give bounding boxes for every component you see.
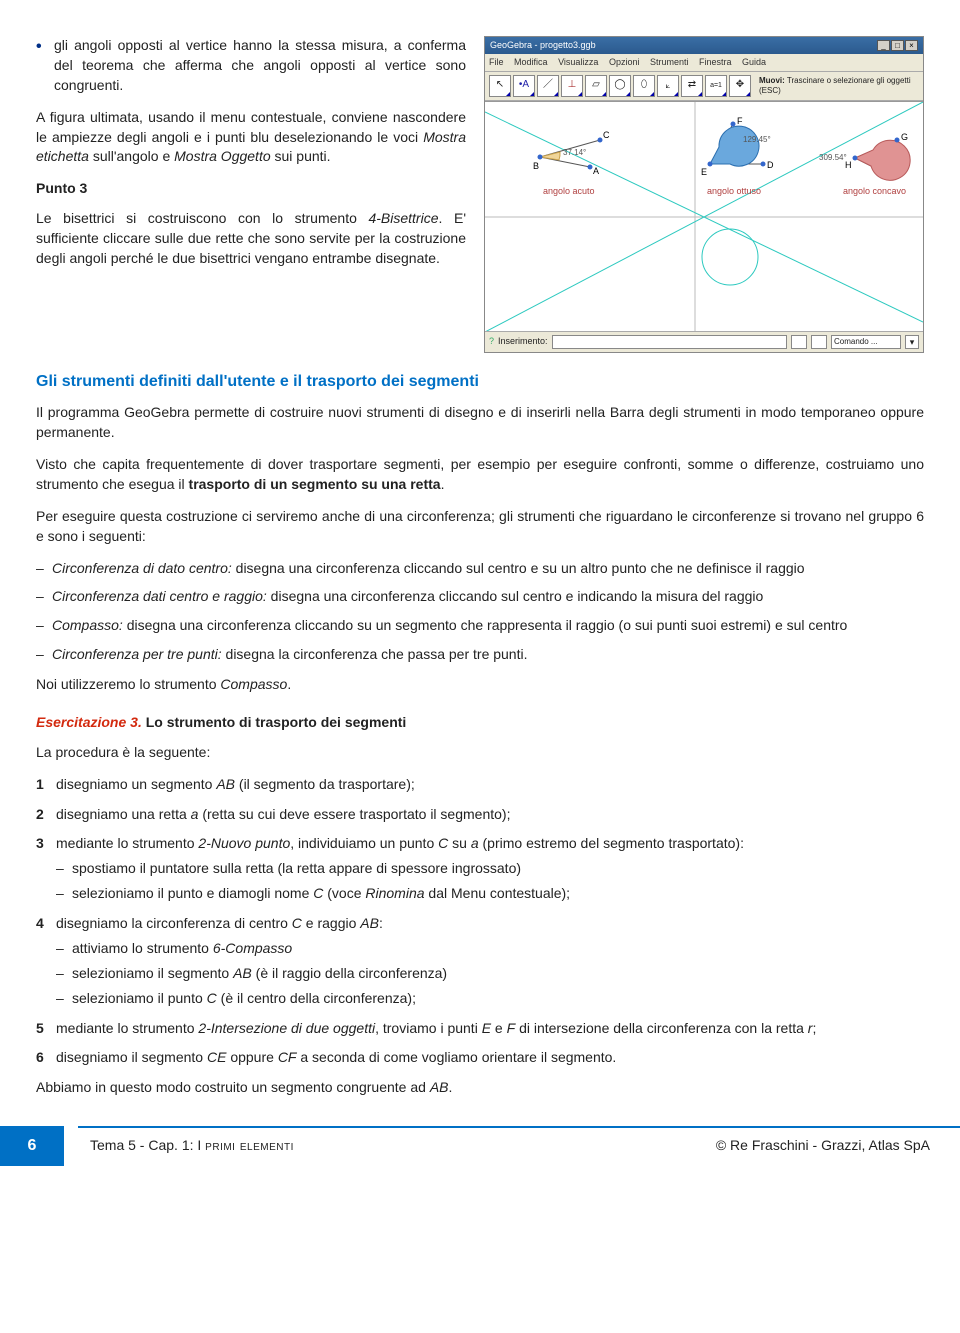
geogebra-inputbar[interactable]: ? Inserimento: Comando ... ▾	[485, 331, 923, 352]
tool-hint: Muovi: Trascinare o selezionare gli ogge…	[753, 76, 919, 94]
dropdown-arrow-icon[interactable]: ▾	[905, 335, 919, 349]
tool-line[interactable]: ／	[537, 75, 559, 97]
tool-reflect[interactable]: ⇄	[681, 75, 703, 97]
geogebra-toolbar[interactable]: ↖ •A ／ ⊥ ▱ ◯ ⬯ ⟀ ⇄ a=1 ✥ Muovi: Trascina…	[485, 72, 923, 101]
para-punto3: Le bisettrici si costruiscono con lo str…	[36, 209, 466, 269]
tool-point[interactable]: •A	[513, 75, 535, 97]
circle-tools-list: Circonferenza di dato centro: disegna un…	[36, 559, 924, 666]
window-buttons[interactable]: _□×	[876, 39, 918, 52]
bullet-congruent: gli angoli opposti al vertice hanno la s…	[36, 36, 466, 96]
minimize-icon[interactable]: _	[877, 40, 890, 51]
tool-perp[interactable]: ⊥	[561, 75, 583, 97]
menu-finestra[interactable]: Finestra	[699, 57, 732, 67]
svg-text:angolo acuto: angolo acuto	[543, 186, 595, 196]
step-5: 5mediante lo strumento 2-Intersezione di…	[36, 1019, 924, 1039]
tool-text[interactable]: a=1	[705, 75, 727, 97]
dash-dato-centro: Circonferenza di dato centro: disegna un…	[36, 559, 924, 579]
procedure-list: 1disegniamo un segmento AB (il segmento …	[36, 775, 924, 1069]
svg-text:D: D	[767, 160, 774, 170]
section-title: Gli strumenti definiti dall'utente e il …	[36, 371, 924, 394]
step-1: 1disegniamo un segmento AB (il segmento …	[36, 775, 924, 795]
section-p3: Per eseguire questa costruzione ci servi…	[36, 507, 924, 547]
menu-strumenti[interactable]: Strumenti	[650, 57, 689, 67]
geogebra-canvas[interactable]: B C A 37.14° angolo acuto E D F 129.45°	[485, 101, 923, 331]
menu-file[interactable]: File	[489, 57, 504, 67]
menu-modifica[interactable]: Modifica	[514, 57, 548, 67]
svg-text:37.14°: 37.14°	[563, 148, 586, 157]
input-help-icon[interactable]: ?	[489, 335, 494, 348]
svg-text:B: B	[533, 161, 539, 171]
esercitazione-heading: Esercitazione 3. Lo strumento di traspor…	[36, 713, 924, 733]
tool-polygon[interactable]: ▱	[585, 75, 607, 97]
svg-text:G: G	[901, 132, 908, 142]
eserc-lead: La procedura è la seguente:	[36, 743, 924, 763]
geogebra-title-text: GeoGebra - progetto3.ggb	[490, 39, 596, 52]
tool-angle[interactable]: ⟀	[657, 75, 679, 97]
svg-text:angolo concavo: angolo concavo	[843, 186, 906, 196]
svg-text:F: F	[737, 116, 743, 126]
section-p2: Visto che capita frequentemente di dover…	[36, 455, 924, 495]
para-menu-contestuale: A figura ultimata, usando il menu contes…	[36, 108, 466, 168]
geogebra-titlebar: GeoGebra - progetto3.ggb _□×	[485, 37, 923, 54]
close-icon[interactable]: ×	[905, 40, 918, 51]
input-alpha[interactable]	[811, 335, 827, 349]
geogebra-menubar[interactable]: File Modifica Visualizza Opzioni Strumen…	[485, 54, 923, 72]
input-field[interactable]	[552, 335, 787, 349]
page-footer: 6 Tema 5 - Cap. 1: I primi elementi © Re…	[0, 1126, 960, 1166]
input-symbol[interactable]	[791, 335, 807, 349]
svg-text:E: E	[701, 167, 707, 177]
svg-text:309.54°: 309.54°	[819, 153, 847, 162]
eserc-final: Abbiamo in questo modo costruito un segm…	[36, 1078, 924, 1098]
tool-circle[interactable]: ◯	[609, 75, 631, 97]
svg-text:angolo ottuso: angolo ottuso	[707, 186, 761, 196]
page-number: 6	[0, 1126, 64, 1166]
step-4a: attiviamo lo strumento 6-Compasso	[56, 939, 924, 959]
section-closing: Noi utilizzeremo lo strumento Compasso.	[36, 675, 924, 695]
menu-opzioni[interactable]: Opzioni	[609, 57, 640, 67]
geogebra-window: GeoGebra - progetto3.ggb _□× File Modifi…	[484, 36, 924, 353]
step-4c: selezioniamo il punto C (è il centro del…	[56, 989, 924, 1009]
input-label: Inserimento:	[498, 335, 548, 348]
step-2: 2disegniamo una retta a (retta su cui de…	[36, 805, 924, 825]
menu-guida[interactable]: Guida	[742, 57, 766, 67]
menu-visualizza[interactable]: Visualizza	[558, 57, 598, 67]
dash-tre-punti: Circonferenza per tre punti: disegna la …	[36, 645, 924, 665]
command-dropdown[interactable]: Comando ...	[831, 335, 901, 349]
dash-centro-raggio: Circonferenza dati centro e raggio: dise…	[36, 587, 924, 607]
svg-text:129.45°: 129.45°	[743, 135, 771, 144]
tool-move[interactable]: ↖	[489, 75, 511, 97]
footer-copyright: © Re Fraschini - Grazzi, Atlas SpA	[716, 1136, 930, 1156]
svg-text:C: C	[603, 130, 610, 140]
tool-conic[interactable]: ⬯	[633, 75, 655, 97]
heading-punto3: Punto 3	[36, 179, 466, 199]
svg-text:A: A	[593, 166, 599, 176]
step-3a: spostiamo il puntatore sulla retta (la r…	[56, 859, 924, 879]
step-4b: selezioniamo il segmento AB (è il raggio…	[56, 964, 924, 984]
step-3b: selezioniamo il punto e diamogli nome C …	[56, 884, 924, 904]
step-3: 3mediante lo strumento 2-Nuovo punto, in…	[36, 834, 924, 904]
step-4: 4disegniamo la circonferenza di centro C…	[36, 914, 924, 1009]
dash-compasso: Compasso: disegna una circonferenza clic…	[36, 616, 924, 636]
step-6: 6disegniamo il segmento CE oppure CF a s…	[36, 1048, 924, 1068]
tool-move-view[interactable]: ✥	[729, 75, 751, 97]
section-p1: Il programma GeoGebra permette di costru…	[36, 403, 924, 443]
footer-tema: Tema 5 - Cap. 1: I primi elementi	[90, 1136, 294, 1156]
maximize-icon[interactable]: □	[891, 40, 904, 51]
